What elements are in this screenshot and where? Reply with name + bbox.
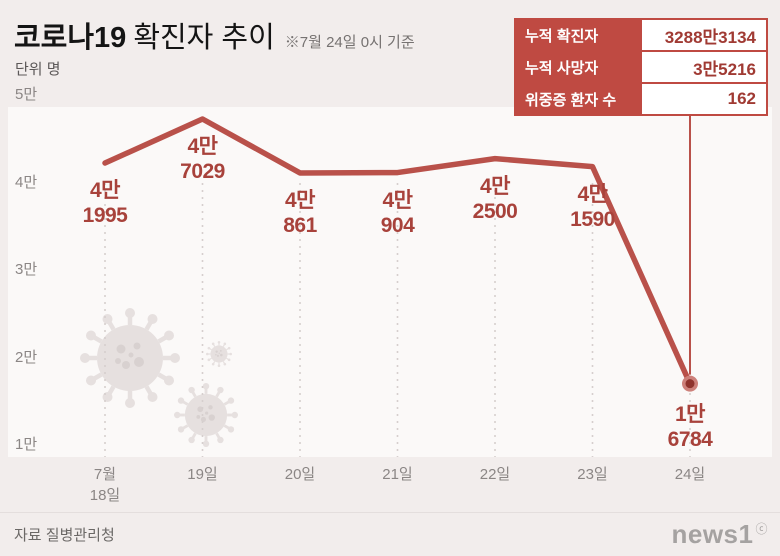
- coronavirus-icon: [80, 308, 180, 408]
- stat-label: 누적 확진자: [516, 20, 642, 50]
- copyright-icon: ⓒ: [755, 522, 768, 537]
- title-sub: 확진자 추이: [133, 22, 275, 54]
- unit-label: 단위 명: [15, 61, 61, 78]
- stats-box: 누적 확진자 3288만3134 누적 사망자 3만5216 위중증 환자 수 …: [514, 18, 768, 116]
- coronavirus-icon: [174, 383, 238, 447]
- title-main: 코로나19: [14, 22, 127, 54]
- x-axis-label: 19일: [187, 466, 218, 483]
- source-label: 자료 질병관리청: [14, 527, 115, 544]
- page-title: 코로나19 확진자 추이 ※7월 24일 0시 기준: [14, 14, 415, 56]
- x-axis-label: 7월 18일: [89, 466, 121, 504]
- x-axis-label: 21일: [382, 466, 413, 483]
- x-axis-label: 24일: [674, 466, 706, 483]
- stat-row-confirmed: 누적 확진자 3288만3134: [516, 20, 766, 50]
- stat-value: 3만5216: [693, 59, 756, 79]
- news1-logo: news1 ⓒ: [671, 519, 768, 550]
- stat-row-severe: 위중증 환자 수 162: [516, 82, 766, 114]
- stat-value: 162: [727, 89, 756, 108]
- stat-value: 3288만3134: [664, 27, 756, 47]
- footer-divider: [0, 512, 780, 513]
- stat-label: 누적 사망자: [516, 52, 642, 82]
- x-axis-label: 22일: [479, 466, 511, 483]
- news1-logo-text: news1: [671, 519, 754, 549]
- stat-row-deaths: 누적 사망자 3만5216: [516, 50, 766, 82]
- coronavirus-icon: [206, 341, 232, 367]
- title-date-note: ※7월 24일 0시 기준: [284, 34, 415, 51]
- x-axis-label: 20일: [284, 466, 316, 483]
- stat-label: 위중증 환자 수: [516, 84, 642, 114]
- y-axis-label: 5만: [15, 86, 38, 103]
- x-axis-label: 23일: [577, 466, 608, 483]
